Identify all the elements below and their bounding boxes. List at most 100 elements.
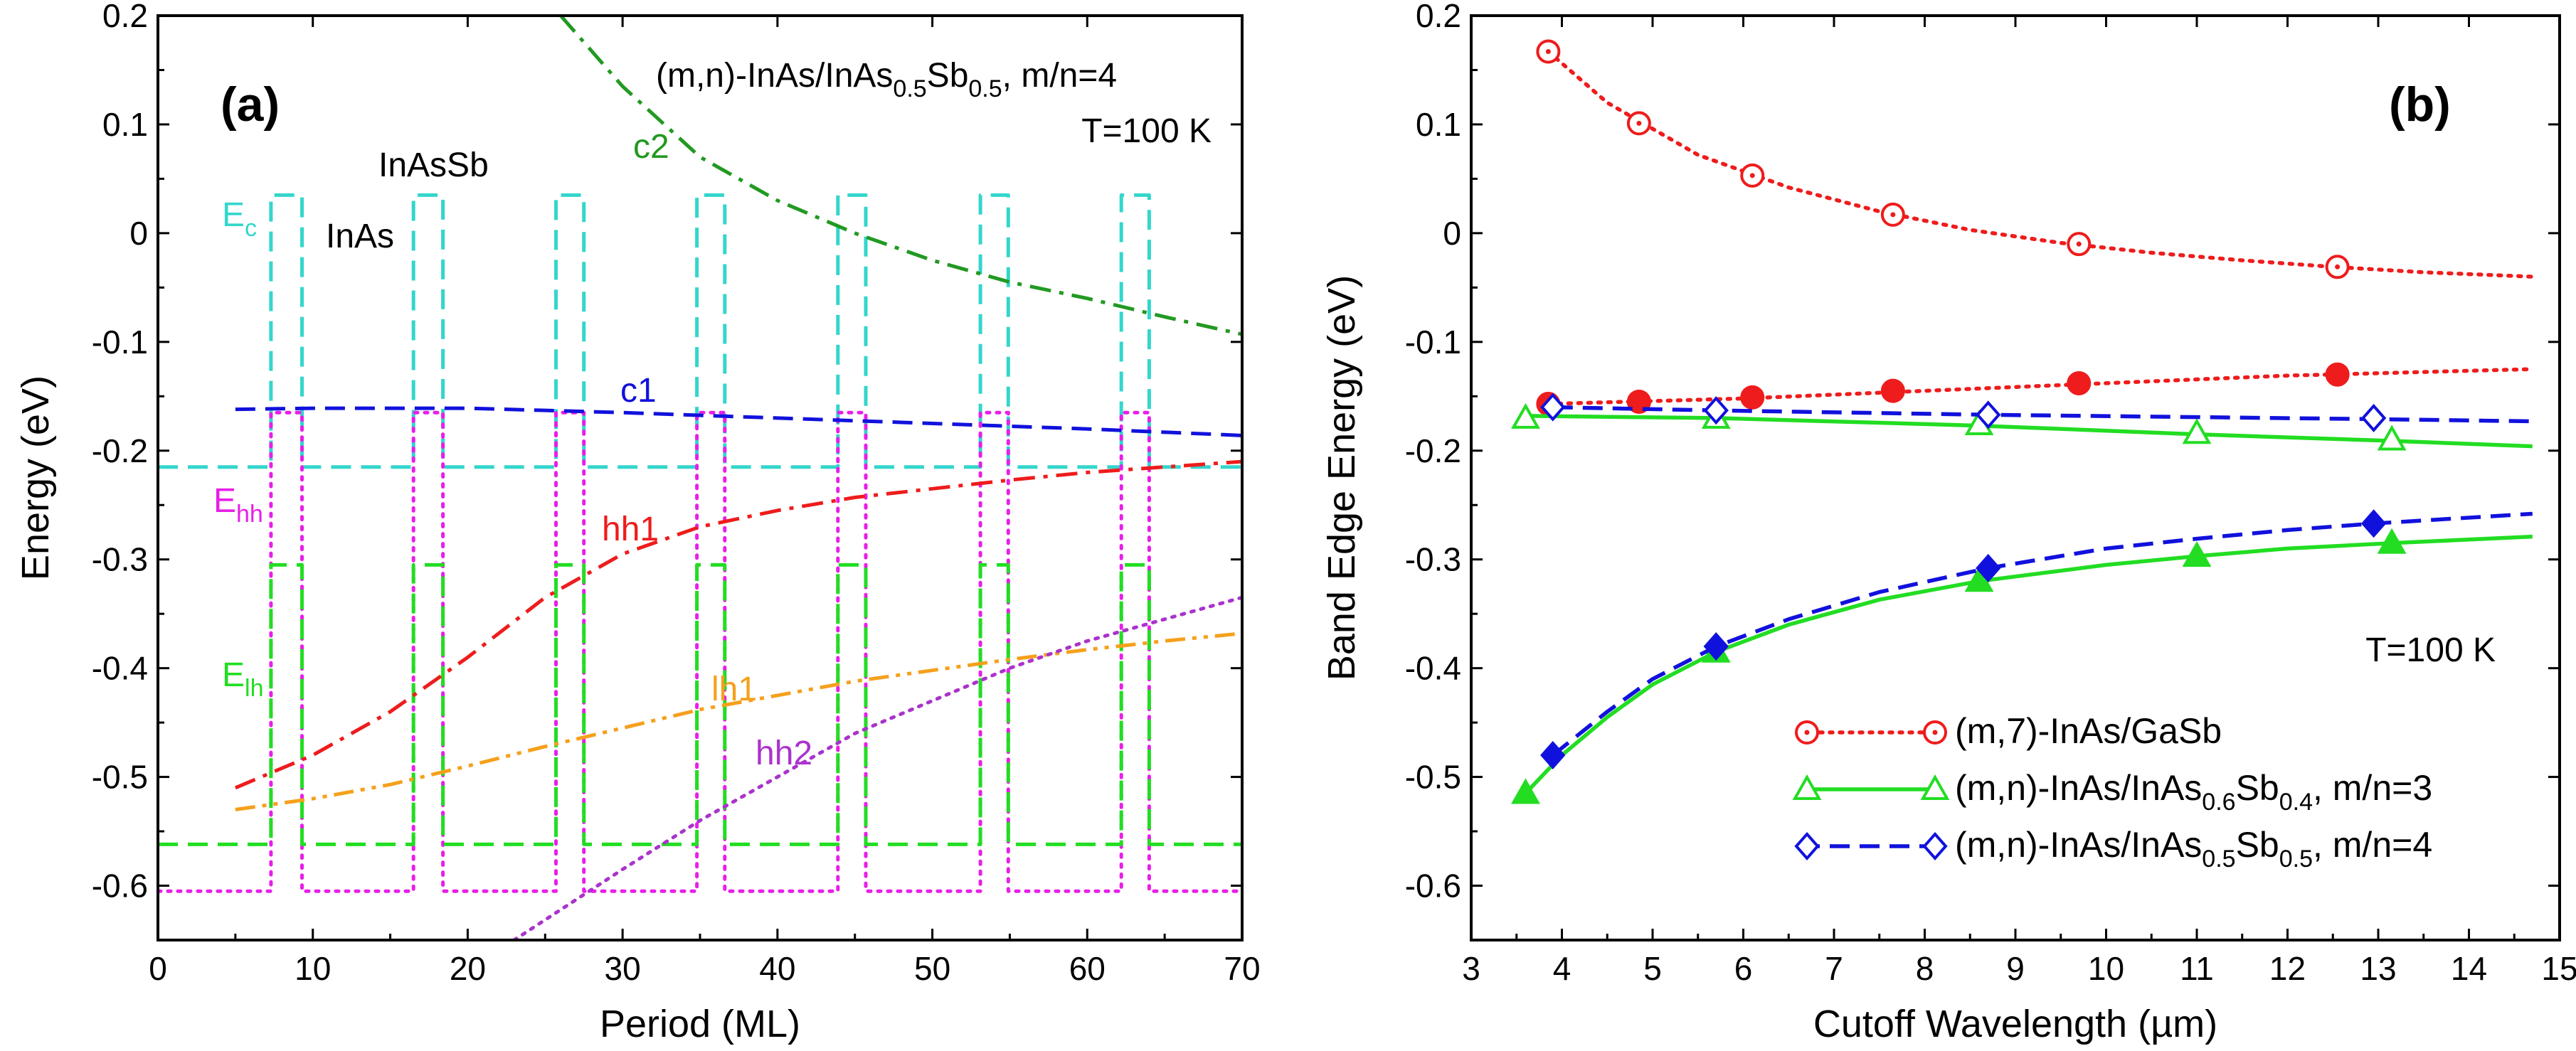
panel-b-ytick-label: 0.2 [1416,0,1461,34]
legend-label-inassb-0.4: (m,n)-InAs/InAs0.6Sb0.4, m/n=3 [1955,768,2432,816]
panel-b-xtick-label: 4 [1553,950,1571,987]
series-3-curve [1524,534,2533,795]
panel-a-ytick-label: 0.2 [102,0,148,34]
panel-b-xtick-label: 15 [2541,950,2576,987]
panel-a-xtick-label: 30 [605,950,641,987]
panel-b-xtick-label: 14 [2451,950,2487,987]
panel-a-ytick-label: -0.6 [92,868,148,905]
panel-a-xtick-label: 60 [1069,950,1106,987]
series-hh2 [512,595,1242,940]
panel-a-ytick-label: 0 [129,215,148,252]
annotation-ehh: Ehh [213,482,263,528]
series-5-point [1976,553,2001,582]
panel-a-xtick-label: 20 [450,950,486,987]
panel-b-ytick-label: 0 [1443,215,1461,252]
annotation-c1: c1 [620,372,657,410]
panel-a-series [158,16,1242,940]
panel-b-xtick-label: 6 [1734,950,1753,987]
series-2-point [2182,418,2212,444]
panel-a-ytick-label: 0.1 [102,106,148,143]
panel-a-ytick-label: -0.5 [92,759,148,796]
series-0-point [2335,264,2341,270]
panel-b-xtick-label: 8 [1916,950,1934,987]
series-elh [158,562,1242,846]
panel-a-xtick-label: 0 [149,950,167,987]
panel-a-ytick-label: -0.1 [92,324,148,361]
panel-b-xtick-label: 5 [1643,950,1662,987]
panel-a-ticks: 0 10 20 30 40 50 60 70 0.2 0.1 0 -0.1 -0.2 -0.3 -0.4 -0… [92,0,1261,987]
panel-a-xtick-label: 10 [295,950,331,987]
panel-a-title: (m,n)-InAs/InAs0.5Sb0.5, m/n=4 [656,57,1117,102]
series-0-point [1749,173,1755,178]
series-2-point [2377,425,2407,451]
panel-b-ticks: 3 4 5 6 7 8 9 10 11 12 13 14 15 0.2 0.1 0 -0.1 -0.2 -0.3 -0… [1405,0,2576,987]
series-5-point [1703,632,1729,661]
panel-a-xlabel: Period (ML) [600,1003,800,1045]
series-c2 [559,16,1242,336]
panel-b-xtick-label: 11 [2180,950,2214,987]
panel-b-legend: (m,7)-InAs/GaSb (m,n)-InAs/InAs0.6Sb0.4,… [1792,711,2432,873]
series-1-point [2325,362,2350,387]
series-0-point [1636,120,1642,126]
legend-marker-1 [1792,774,1822,800]
annotation-ec: Ec [222,196,257,242]
legend-label-inas-gasb: (m,7)-InAs/GaSb [1955,711,2222,751]
panel-b-ytick-label: 0.1 [1416,106,1461,143]
series-5-curve [1552,511,2533,757]
series-5-point [2360,509,2387,538]
annotation-elh: Elh [222,656,263,702]
series-1-point [1740,385,1765,410]
annotation-lh1: lh1 [711,671,757,708]
panel-b-xlabel: Cutoff Wavelength (µm) [1813,1003,2217,1045]
series-1-point [1880,378,1905,403]
series-4-point [1540,393,1566,422]
panel-a-ytick-label: -0.4 [92,650,148,687]
panel-a-label: (a) [221,78,280,132]
panel-b-temperature: T=100 K [2365,631,2496,669]
series-0-point [2076,241,2082,247]
panel-b-ytick-label: -0.6 [1405,868,1461,905]
legend-marker-0 [1932,730,1938,735]
legend-marker-0 [1804,730,1810,735]
panel-a-ytick-label: -0.2 [92,432,148,469]
series-c1 [235,406,1242,437]
panel-b-ytick-label: -0.2 [1405,432,1461,469]
panel-a-temperature: T=100 K [1081,112,1212,150]
series-0-point [1890,212,1896,218]
panel-a-xtick-label: 70 [1224,950,1260,987]
panel-a-ylabel: Energy (eV) [14,375,57,580]
annotation-hh2: hh2 [756,735,812,772]
series-3-point [1511,778,1540,804]
annotation-hh1: hh1 [602,511,659,548]
series-3-point [1964,566,1994,592]
series-lh1 [235,631,1242,811]
annotation-inas: InAs [326,218,394,255]
series-ec [158,193,1242,469]
legend-marker-1 [1920,774,1950,800]
legend-label-inassb-0.5: (m,n)-InAs/InAs0.5Sb0.5, m/n=4 [1955,825,2432,873]
legend-marker-2 [1794,831,1820,861]
legend-marker-2 [1922,831,1948,861]
series-4-point [1976,400,2001,430]
series-0-point [1545,48,1551,54]
series-3-point [2377,528,2407,554]
panel-b-ylabel: Band Edge Energy (eV) [1320,275,1363,681]
series-2-point [1511,402,1540,429]
panel-a-xtick-label: 40 [759,950,795,987]
panel-a-plot-frame [157,14,1244,941]
panel-a: 0 10 20 30 40 50 60 70 0.2 0.1 0 -0.1 -0.2 -0.3 -0.4 -0… [14,0,1261,1045]
panel-b-xtick-label: 10 [2088,950,2124,987]
panel-b-ytick-label: -0.3 [1405,541,1461,578]
panel-b-xtick-label: 7 [1825,950,1843,987]
panel-b-xtick-label: 13 [2360,950,2396,987]
panel-b-series [1511,39,2535,804]
panel-b-ytick-label: -0.1 [1405,324,1461,361]
panel-a-ytick-label: -0.3 [92,541,148,578]
series-1-point [2067,370,2092,395]
panel-a-xtick-label: 50 [914,950,950,987]
series-3-point [2182,541,2212,567]
panel-b-xtick-label: 3 [1462,950,1480,987]
series-hh1 [234,459,1242,790]
annotation-c2: c2 [633,128,669,166]
annotation-inassb: InAsSb [378,146,489,184]
